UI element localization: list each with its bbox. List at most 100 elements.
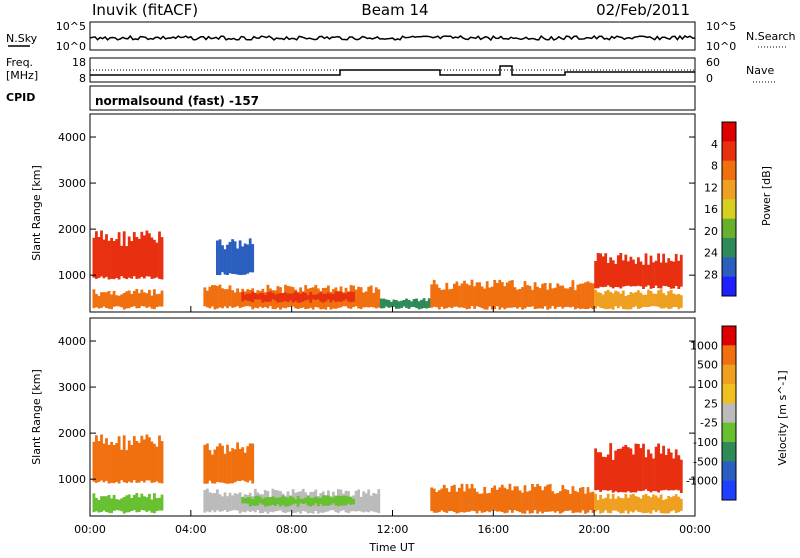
power-cell — [337, 291, 340, 302]
power-cell — [604, 291, 608, 310]
power-cell — [579, 283, 582, 310]
power-cell — [137, 293, 141, 308]
velocity-cell — [458, 487, 461, 513]
power-cell — [584, 282, 587, 310]
cpid-label: CPID — [6, 91, 35, 104]
power-cell — [223, 289, 227, 307]
velocity-cell — [221, 496, 224, 512]
power-cell — [271, 292, 275, 300]
velocity-cell — [132, 436, 136, 481]
power-cell — [556, 283, 560, 308]
power-cell — [616, 291, 620, 309]
velocity-cell — [107, 444, 111, 484]
velocity-cell — [591, 491, 595, 513]
velocity-cell — [347, 496, 350, 504]
power-cell — [102, 292, 106, 307]
velocity-cell — [120, 498, 124, 512]
velocity-cell — [327, 495, 330, 506]
power-ylabel: Slant Range [km] — [30, 165, 43, 261]
power-cell — [218, 284, 222, 308]
velocity-cell — [599, 494, 602, 514]
power-cell — [677, 294, 681, 310]
power-cell — [654, 260, 658, 286]
power-cell — [153, 289, 156, 310]
velocity-cell — [672, 458, 676, 491]
velocity-colorbar-tick: -1000 — [686, 475, 718, 488]
power-cell — [453, 283, 456, 307]
velocity-colorbar-swatch — [722, 403, 736, 424]
velocity-cell — [609, 498, 613, 514]
power-cell — [231, 290, 234, 308]
power-cell — [357, 286, 360, 309]
velocity-colorbar-swatch — [722, 384, 736, 404]
velocity-cell — [279, 497, 282, 507]
power-cell — [495, 282, 499, 307]
velocity-colorbar-swatch — [722, 345, 736, 366]
power-cell — [226, 244, 229, 275]
power-cell — [281, 293, 285, 302]
time-tick-label: 04:00 — [175, 523, 207, 536]
velocity-cell — [619, 448, 623, 492]
velocity-cell — [601, 498, 605, 513]
velocity-cell — [586, 487, 590, 513]
power-cell — [566, 288, 570, 307]
power-cell — [251, 244, 255, 273]
velocity-cell — [145, 497, 149, 512]
velocity-colorbar-tick: -100 — [693, 436, 718, 449]
velocity-cell — [616, 449, 620, 493]
power-cell — [97, 237, 101, 278]
velocity-cell — [291, 497, 295, 505]
velocity-cell — [102, 496, 106, 511]
velocity-colorbar-swatch — [722, 461, 736, 482]
velocity-cell — [216, 446, 219, 482]
power-cell — [448, 289, 451, 308]
velocity-cell — [241, 447, 245, 481]
power-cell — [667, 291, 671, 310]
power-cell — [130, 294, 134, 307]
power-cell — [410, 301, 413, 308]
power-cell — [614, 263, 618, 287]
velocity-cell — [604, 497, 608, 511]
velocity-cell — [349, 497, 353, 505]
power-cell — [470, 279, 474, 307]
power-cell — [644, 294, 648, 308]
power-cell — [314, 294, 318, 300]
power-cell — [299, 293, 302, 303]
power-cell — [390, 301, 393, 308]
power-cell — [253, 292, 257, 300]
power-cell — [145, 293, 149, 308]
velocity-cell — [241, 496, 245, 504]
power-cell — [155, 242, 159, 278]
power-cell — [105, 234, 108, 277]
velocity-cell — [160, 494, 164, 511]
time-tick-label: 00:00 — [679, 523, 711, 536]
velocity-cell — [475, 491, 479, 514]
velocity-cell — [574, 490, 577, 513]
velocity-cell — [465, 484, 469, 512]
velocity-ylabel: Slant Range [km] — [30, 369, 43, 465]
cpid-text: normalsound (fast) -157 — [95, 94, 259, 108]
velocity-cell — [503, 487, 507, 514]
velocity-cell — [223, 453, 227, 484]
velocity-cell — [626, 497, 630, 514]
velocity-cell — [594, 493, 597, 512]
velocity-cell — [566, 489, 570, 511]
velocity-cell — [97, 441, 101, 482]
velocity-cell — [306, 495, 310, 506]
velocity-cell — [632, 454, 635, 493]
power-cell — [664, 262, 668, 287]
power-cell — [269, 291, 272, 302]
power-cell — [395, 300, 398, 309]
power-cell — [107, 290, 111, 309]
power-cell — [521, 287, 524, 310]
velocity-cell — [460, 483, 464, 513]
power-cell — [115, 295, 118, 307]
power-cell — [637, 290, 640, 309]
freq-right-tick-bottom: 0 — [706, 72, 713, 85]
power-cell — [241, 291, 245, 302]
power-cell — [561, 285, 565, 309]
freq-right-tick-top: 60 — [706, 56, 720, 69]
velocity-cell — [352, 498, 355, 505]
power-cell — [256, 294, 260, 300]
